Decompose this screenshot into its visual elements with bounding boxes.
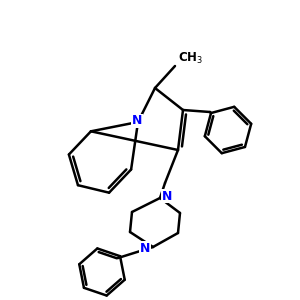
Text: N: N bbox=[162, 190, 172, 202]
Text: N: N bbox=[132, 115, 142, 128]
Text: CH$_3$: CH$_3$ bbox=[178, 50, 204, 66]
Text: N: N bbox=[140, 242, 150, 254]
